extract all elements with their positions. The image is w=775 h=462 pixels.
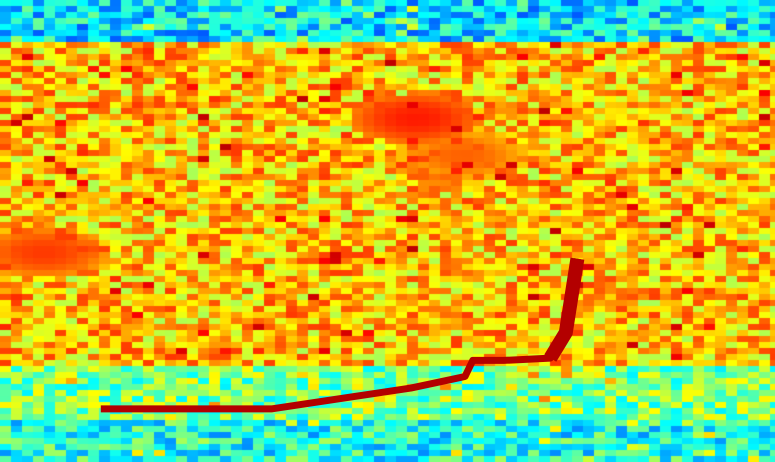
signal-trace xyxy=(100,258,581,413)
signal-trace-vertical-segment xyxy=(544,257,585,362)
